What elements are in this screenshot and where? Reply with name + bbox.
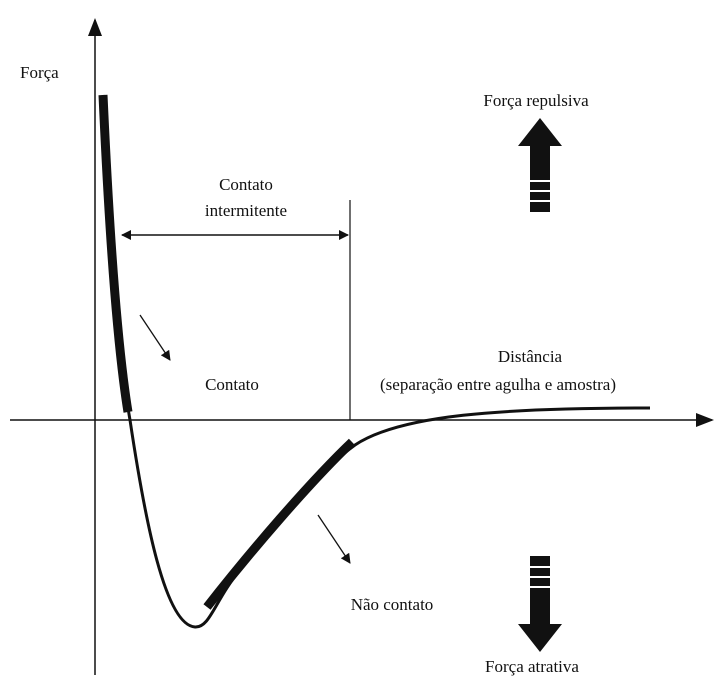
repulsive-arrow — [518, 118, 562, 212]
noncontact-region — [203, 438, 356, 610]
attractive-label: Força atrativa — [485, 657, 579, 676]
contact-label: Contato — [205, 375, 259, 394]
repulsive-label: Força repulsiva — [483, 91, 589, 110]
noncontact-label: Não contato — [351, 595, 434, 614]
x-axis-label: Distância — [498, 347, 563, 366]
attractive-arrow — [518, 556, 562, 652]
x-axis-label: (separação entre agulha e amostra) — [380, 375, 616, 394]
intermittent-label: Contato — [219, 175, 273, 194]
intermittent-label: intermitente — [205, 201, 287, 220]
pointer-arrow — [317, 514, 351, 564]
force-curve — [101, 94, 651, 629]
contact-region — [98, 94, 133, 413]
pointer-arrow — [139, 314, 171, 361]
y-axis-label: Força — [20, 63, 59, 82]
